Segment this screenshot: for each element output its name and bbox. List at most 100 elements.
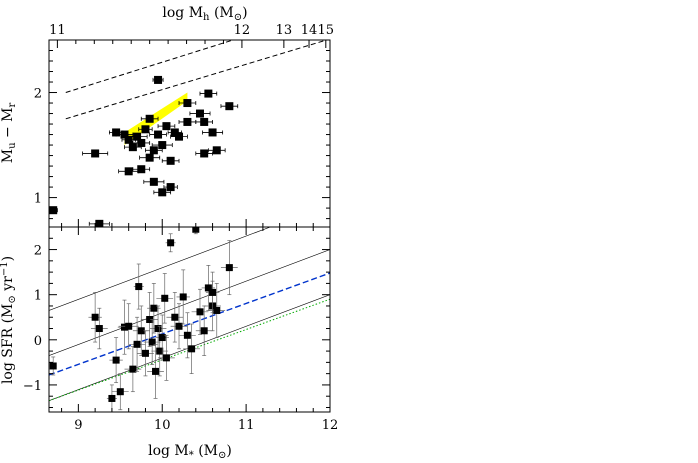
- dashed-line-1: [65, 40, 235, 94]
- top-data-point: [149, 177, 158, 186]
- bottom-data-point: [150, 304, 158, 312]
- bottom-data-point: [209, 288, 217, 296]
- top-data-point: [133, 132, 142, 141]
- top-axis-label: log Mh (M⊙): [162, 5, 247, 23]
- bottom-data-point: [148, 338, 156, 346]
- top-data-point: [145, 114, 154, 123]
- y-tick-label: −1: [23, 379, 42, 394]
- bottom-data-point: [183, 331, 191, 339]
- top-y-axis-label: Mu − Mr: [0, 103, 18, 164]
- top-data-point: [166, 183, 175, 192]
- top-data-point: [183, 99, 192, 108]
- y-tick-label: 2: [34, 87, 42, 102]
- bottom-y-axis-label: log SFR (M⊙ yr−1): [0, 256, 18, 384]
- bottom-data-point: [167, 239, 175, 247]
- bottom-data-point: [213, 306, 221, 314]
- bottom-data-point: [200, 327, 208, 335]
- top-data-point: [200, 149, 209, 158]
- top-data-point: [154, 75, 163, 84]
- bottom-data-point: [95, 325, 103, 333]
- dashed-line-2: [65, 40, 329, 120]
- top-data-point: [183, 117, 192, 126]
- top-data-point: [145, 153, 154, 162]
- top-data-point: [200, 117, 209, 126]
- solid-line-1: [49, 227, 272, 311]
- bottom-data-point: [156, 347, 164, 355]
- top-data-point: [124, 135, 133, 144]
- bottom-data-point: [154, 325, 162, 333]
- bottom-data-point: [129, 365, 137, 373]
- bottom-data-point: [135, 283, 143, 291]
- x-tick-label: 12: [322, 418, 339, 433]
- y-tick-label: 1: [34, 192, 42, 207]
- bottom-data-point: [161, 294, 169, 302]
- top-data-point: [149, 146, 158, 155]
- bottom-panel-content: [49, 227, 330, 412]
- top-data-point: [141, 125, 150, 134]
- x-tick-label: 9: [74, 418, 82, 433]
- top-data-point: [212, 146, 221, 155]
- top-data-point: [175, 132, 184, 141]
- bottom-data-point: [120, 323, 128, 331]
- top-axis-tick-label: 12: [234, 23, 251, 38]
- top-data-point: [158, 141, 167, 150]
- bottom-data-point: [112, 356, 120, 364]
- top-data-point: [91, 149, 100, 158]
- top-data-point: [120, 130, 129, 139]
- y-tick-label: 1: [34, 289, 42, 304]
- green-dotted-line: [49, 298, 330, 402]
- bottom-data-point: [116, 388, 124, 396]
- top-data-point: [49, 206, 58, 215]
- bottom-data-point: [91, 313, 99, 321]
- top-data-point: [195, 109, 204, 118]
- solid-line-2: [49, 249, 330, 356]
- axes-layer: [48, 39, 331, 413]
- x-tick-label: 11: [238, 418, 255, 433]
- top-data-point: [95, 219, 104, 227]
- y-tick-label: 2: [34, 244, 42, 259]
- top-axis-tick-label: 13: [276, 23, 293, 38]
- bottom-data-point: [141, 349, 149, 357]
- bottom-data-point: [125, 322, 133, 330]
- x-tick-label: 10: [154, 418, 171, 433]
- top-data-point: [170, 128, 179, 137]
- top-data-point: [162, 122, 171, 131]
- top-data-point: [137, 165, 146, 174]
- bottom-data-point: [204, 284, 212, 292]
- bottom-data-point: [133, 340, 141, 348]
- lines-layer: [49, 40, 330, 412]
- bottom-data-point: [171, 313, 179, 321]
- bottom-data-point: [175, 322, 183, 330]
- bottom-data-point: [108, 394, 116, 402]
- top-data-point: [137, 138, 146, 147]
- bottom-data-point: [158, 334, 166, 342]
- blue-dashed-line: [49, 272, 330, 376]
- top-data-point: [166, 156, 175, 165]
- bottom-data-point: [137, 327, 145, 335]
- top-data-point: [225, 102, 234, 111]
- top-panel-content: [49, 40, 329, 227]
- x-axis-label: log M* (M⊙): [148, 443, 232, 461]
- y-tick-label: 0: [34, 334, 42, 349]
- top-data-point: [154, 130, 163, 139]
- bottom-data-point: [179, 293, 187, 301]
- top-data-point: [128, 143, 137, 152]
- top-data-point: [112, 128, 121, 137]
- top-data-point: [158, 188, 167, 197]
- bottom-data-point: [152, 367, 160, 375]
- top-data-point: [124, 167, 133, 176]
- bottom-data-point: [146, 316, 154, 323]
- top-data-point: [208, 128, 217, 137]
- bottom-data-point: [188, 345, 196, 353]
- top-axis-tick-label: 14: [301, 23, 318, 38]
- bottom-data-point: [162, 354, 170, 362]
- bottom-panel-frame: [48, 226, 331, 413]
- top-data-point: [204, 89, 213, 98]
- top-axis-tick-label: 15: [318, 23, 335, 38]
- top-axis-tick-label: 11: [49, 23, 66, 38]
- bottom-data-point: [49, 362, 57, 370]
- top-panel-frame: [48, 39, 331, 228]
- bottom-data-point: [225, 264, 233, 272]
